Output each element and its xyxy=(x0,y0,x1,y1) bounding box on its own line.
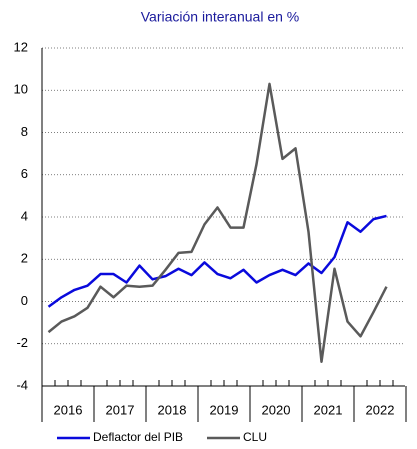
x-year-label: 2020 xyxy=(262,402,291,417)
y-tick-label: 10 xyxy=(14,82,28,97)
legend-label: CLU xyxy=(243,430,267,444)
y-tick-label: 12 xyxy=(14,39,28,54)
chart-title: Variación interanual en % xyxy=(141,9,300,25)
y-tick-label: 6 xyxy=(21,166,28,181)
series-line xyxy=(47,214,387,308)
x-year-label: 2021 xyxy=(314,402,343,417)
x-year-label: 2022 xyxy=(366,402,395,417)
series-line xyxy=(47,82,388,363)
y-tick-label: 8 xyxy=(21,124,28,139)
y-tick-label: 4 xyxy=(21,208,28,223)
x-year-label: 2018 xyxy=(158,402,187,417)
x-year-label: 2017 xyxy=(106,402,135,417)
y-tick-label: 2 xyxy=(21,251,28,266)
legend-label: Deflactor del PIB xyxy=(93,430,183,444)
y-tick-label: 0 xyxy=(21,293,28,308)
y-tick-label: -4 xyxy=(16,377,28,392)
x-year-label: 2016 xyxy=(54,402,83,417)
x-year-label: 2019 xyxy=(210,402,239,417)
y-tick-label: -2 xyxy=(16,335,28,350)
